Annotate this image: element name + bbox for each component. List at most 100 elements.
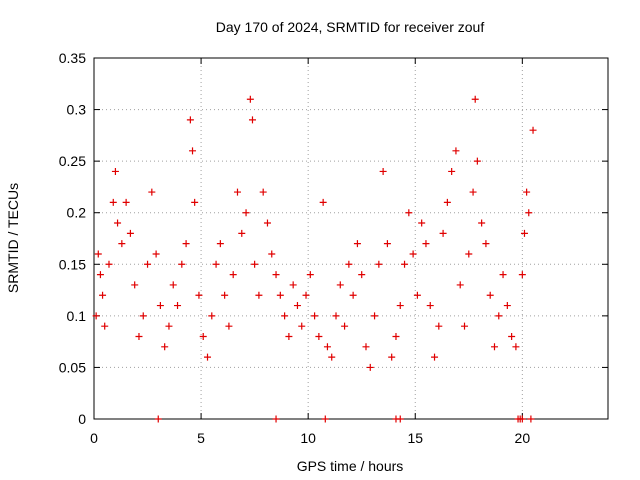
data-point bbox=[525, 209, 533, 217]
data-point bbox=[109, 198, 117, 206]
x-axis-label: GPS time / hours bbox=[297, 458, 404, 474]
data-point bbox=[272, 415, 280, 423]
data-point bbox=[503, 302, 511, 310]
data-point bbox=[482, 240, 490, 248]
data-point bbox=[306, 271, 314, 279]
data-point bbox=[195, 291, 203, 299]
data-point bbox=[251, 260, 259, 268]
data-point bbox=[255, 291, 263, 299]
plot-area bbox=[93, 57, 609, 420]
data-point bbox=[362, 343, 370, 351]
y-tick-label: 0.15 bbox=[59, 256, 86, 272]
data-point bbox=[229, 271, 237, 279]
data-point bbox=[409, 250, 417, 258]
data-point bbox=[246, 95, 254, 103]
data-point bbox=[366, 363, 374, 371]
data-point bbox=[189, 147, 197, 155]
data-point bbox=[478, 219, 486, 227]
data-point bbox=[465, 250, 473, 258]
data-point bbox=[523, 188, 531, 196]
chart-title: Day 170 of 2024, SRMTID for receiver zou… bbox=[216, 19, 485, 35]
y-tick-label: 0.05 bbox=[59, 359, 86, 375]
data-point bbox=[345, 260, 353, 268]
data-point bbox=[285, 332, 293, 340]
y-axis-label: SRMTID / TECUs bbox=[5, 183, 21, 293]
data-point bbox=[118, 240, 126, 248]
data-point bbox=[144, 260, 152, 268]
data-point bbox=[388, 353, 396, 361]
data-point bbox=[99, 291, 107, 299]
data-point bbox=[473, 157, 481, 165]
data-point bbox=[174, 302, 182, 310]
data-point bbox=[383, 240, 391, 248]
data-point bbox=[148, 188, 156, 196]
y-axis: 0 0.05 0.1 0.15 0.2 0.25 0.3 0.35 bbox=[59, 50, 608, 427]
data-point bbox=[471, 95, 479, 103]
y-tick-label: 0.1 bbox=[67, 308, 87, 324]
x-tick-label: 10 bbox=[300, 430, 316, 446]
data-points bbox=[92, 95, 537, 423]
data-point bbox=[263, 219, 271, 227]
data-point bbox=[527, 415, 535, 423]
x-tick-label: 0 bbox=[90, 430, 98, 446]
data-point bbox=[353, 240, 361, 248]
data-point bbox=[486, 291, 494, 299]
data-point bbox=[426, 302, 434, 310]
data-point bbox=[396, 415, 404, 423]
data-point bbox=[165, 322, 173, 330]
data-point bbox=[126, 229, 134, 237]
data-point bbox=[311, 312, 319, 320]
data-point bbox=[216, 240, 224, 248]
data-point bbox=[276, 291, 284, 299]
data-point bbox=[298, 322, 306, 330]
data-point bbox=[199, 332, 207, 340]
data-point bbox=[379, 167, 387, 175]
data-point bbox=[302, 291, 310, 299]
data-point bbox=[508, 332, 516, 340]
data-point bbox=[114, 219, 122, 227]
data-point bbox=[375, 260, 383, 268]
data-point bbox=[156, 302, 164, 310]
data-point bbox=[520, 229, 528, 237]
data-point bbox=[321, 415, 329, 423]
data-point bbox=[154, 415, 162, 423]
data-point bbox=[178, 260, 186, 268]
x-tick-label: 5 bbox=[197, 430, 205, 446]
data-point bbox=[456, 281, 464, 289]
data-point bbox=[221, 291, 229, 299]
data-point bbox=[101, 322, 109, 330]
data-point bbox=[182, 240, 190, 248]
grid bbox=[94, 58, 608, 419]
data-point bbox=[122, 198, 130, 206]
y-tick-label: 0.3 bbox=[67, 102, 87, 118]
x-tick-label: 20 bbox=[515, 430, 531, 446]
data-point bbox=[105, 260, 113, 268]
data-point bbox=[323, 343, 331, 351]
data-point bbox=[96, 271, 104, 279]
data-point bbox=[233, 188, 241, 196]
data-point bbox=[139, 312, 147, 320]
data-point bbox=[186, 116, 194, 124]
data-point bbox=[135, 332, 143, 340]
data-point bbox=[469, 188, 477, 196]
data-point bbox=[208, 312, 216, 320]
data-point bbox=[341, 322, 349, 330]
data-point bbox=[371, 312, 379, 320]
data-point bbox=[452, 147, 460, 155]
x-axis: 0 5 10 15 20 bbox=[90, 58, 530, 446]
data-point bbox=[413, 291, 421, 299]
data-point bbox=[289, 281, 297, 289]
data-point bbox=[392, 332, 400, 340]
data-point bbox=[328, 353, 336, 361]
y-tick-label: 0.35 bbox=[59, 50, 86, 66]
y-tick-label: 0.25 bbox=[59, 153, 86, 169]
data-point bbox=[242, 209, 250, 217]
data-point bbox=[349, 291, 357, 299]
data-point bbox=[259, 188, 267, 196]
data-point bbox=[152, 250, 160, 258]
data-point bbox=[332, 312, 340, 320]
data-point bbox=[272, 271, 280, 279]
data-point bbox=[248, 116, 256, 124]
data-point bbox=[431, 353, 439, 361]
